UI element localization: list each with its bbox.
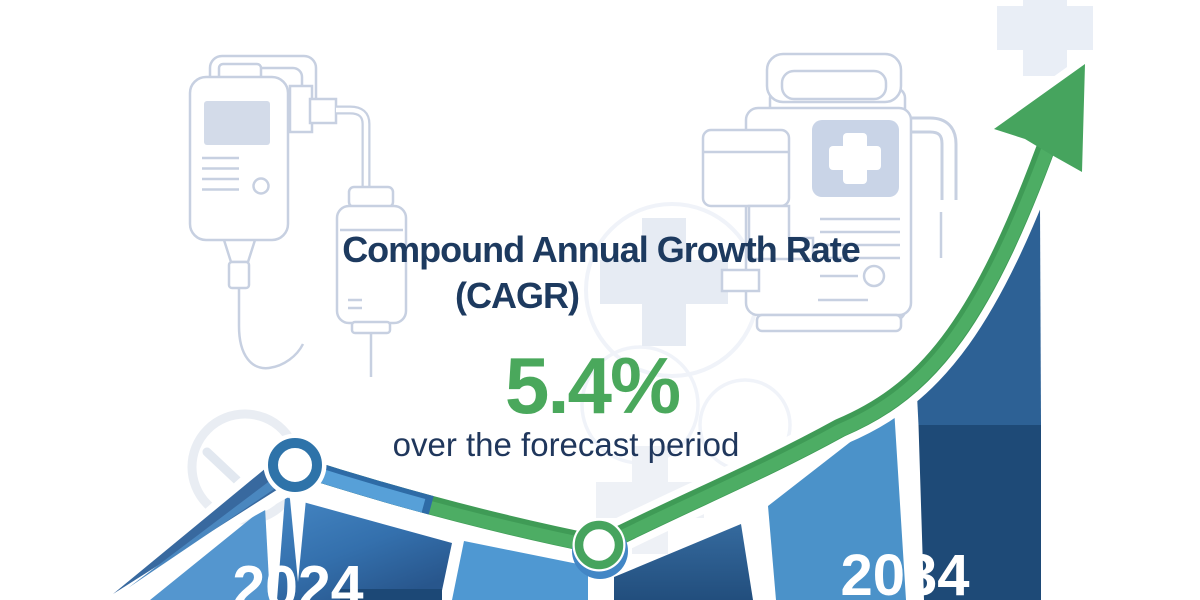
svg-text:2034: 2034 [840, 543, 969, 600]
svg-text:over the forecast period: over the forecast period [393, 426, 740, 463]
svg-text:(CAGR): (CAGR) [455, 275, 579, 316]
svg-text:Compound Annual Growth Rate: Compound Annual Growth Rate [342, 229, 860, 270]
svg-text:5.4%: 5.4% [505, 341, 680, 430]
svg-text:2024: 2024 [232, 554, 363, 600]
